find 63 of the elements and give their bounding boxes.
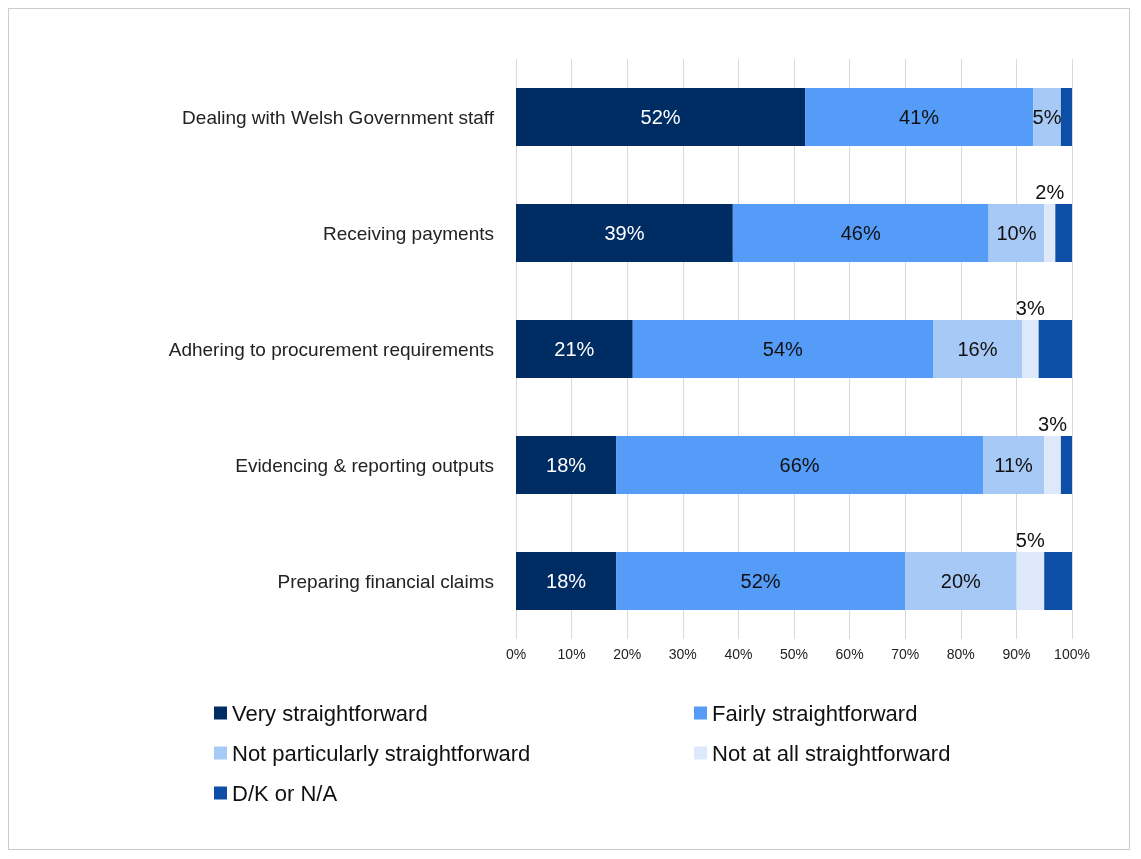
bar (1021, 320, 1039, 378)
bar (516, 320, 633, 378)
legend-label: Not at all straightforward (712, 740, 951, 766)
data-label: 54% (762, 338, 804, 360)
x-tick-label: 0% (505, 646, 527, 662)
bar (1055, 204, 1072, 262)
data-label: 39% (604, 222, 645, 244)
bar (805, 88, 1034, 146)
x-tick-label: 70% (891, 646, 920, 662)
bar (933, 320, 1022, 378)
data-label: 52% (740, 570, 781, 592)
bar (988, 204, 1045, 262)
data-label: 10% (996, 222, 1037, 244)
bar (616, 552, 906, 610)
y-tick-label: Receiving payments (322, 222, 494, 244)
data-label: 46% (840, 222, 881, 244)
data-label: 5% (1032, 106, 1062, 128)
data-label: 3% (1015, 297, 1045, 319)
y-tick-label: Evidencing & reporting outputs (235, 454, 494, 476)
x-tick-label: 10% (557, 646, 586, 662)
x-tick-label: 30% (668, 646, 697, 662)
legend-label: Not particularly straightforward (232, 740, 531, 766)
bar (1044, 204, 1056, 262)
x-tick-label: 100% (1054, 646, 1090, 662)
data-label: 2% (1035, 181, 1065, 203)
bar (905, 552, 1017, 610)
legend-label: Very straightforward (232, 700, 428, 726)
bar (516, 436, 617, 494)
data-label: 18% (546, 570, 587, 592)
x-tick-label: 50% (779, 646, 809, 662)
x-tick-label: 40% (724, 646, 753, 662)
bar (616, 436, 984, 494)
y-tick-label: Preparing financial claims (277, 570, 494, 592)
x-tick-label: 20% (613, 646, 642, 662)
bar (1016, 552, 1045, 610)
y-tick-label: Dealing with Welsh Government staff (182, 106, 495, 128)
bar (1060, 436, 1072, 494)
legend-label: D/K or N/A (232, 780, 338, 806)
bar (516, 204, 733, 262)
bar (1044, 436, 1061, 494)
data-label: 16% (957, 338, 998, 360)
bar (732, 204, 989, 262)
bar (1044, 552, 1072, 610)
data-label: 11% (994, 454, 1034, 476)
x-tick-label: 80% (946, 646, 975, 662)
data-label: 20% (940, 570, 982, 592)
data-label: 52% (640, 106, 681, 128)
y-tick-label: Adhering to procurement requirements (168, 338, 494, 360)
data-label: 3% (1038, 413, 1068, 435)
data-label: 21% (554, 338, 595, 360)
bar (983, 436, 1045, 494)
bar (1038, 320, 1072, 378)
bar (516, 88, 806, 146)
x-tick-label: 60% (835, 646, 864, 662)
data-label: 5% (1015, 529, 1045, 551)
legend-label: Fairly straightforward (712, 700, 918, 726)
data-label: 18% (546, 454, 587, 476)
bar (1060, 88, 1072, 146)
bar (516, 552, 617, 610)
data-label: 41% (899, 106, 940, 128)
bar (632, 320, 933, 378)
x-tick-label: 90% (1002, 646, 1031, 662)
data-label: 66% (779, 454, 820, 476)
